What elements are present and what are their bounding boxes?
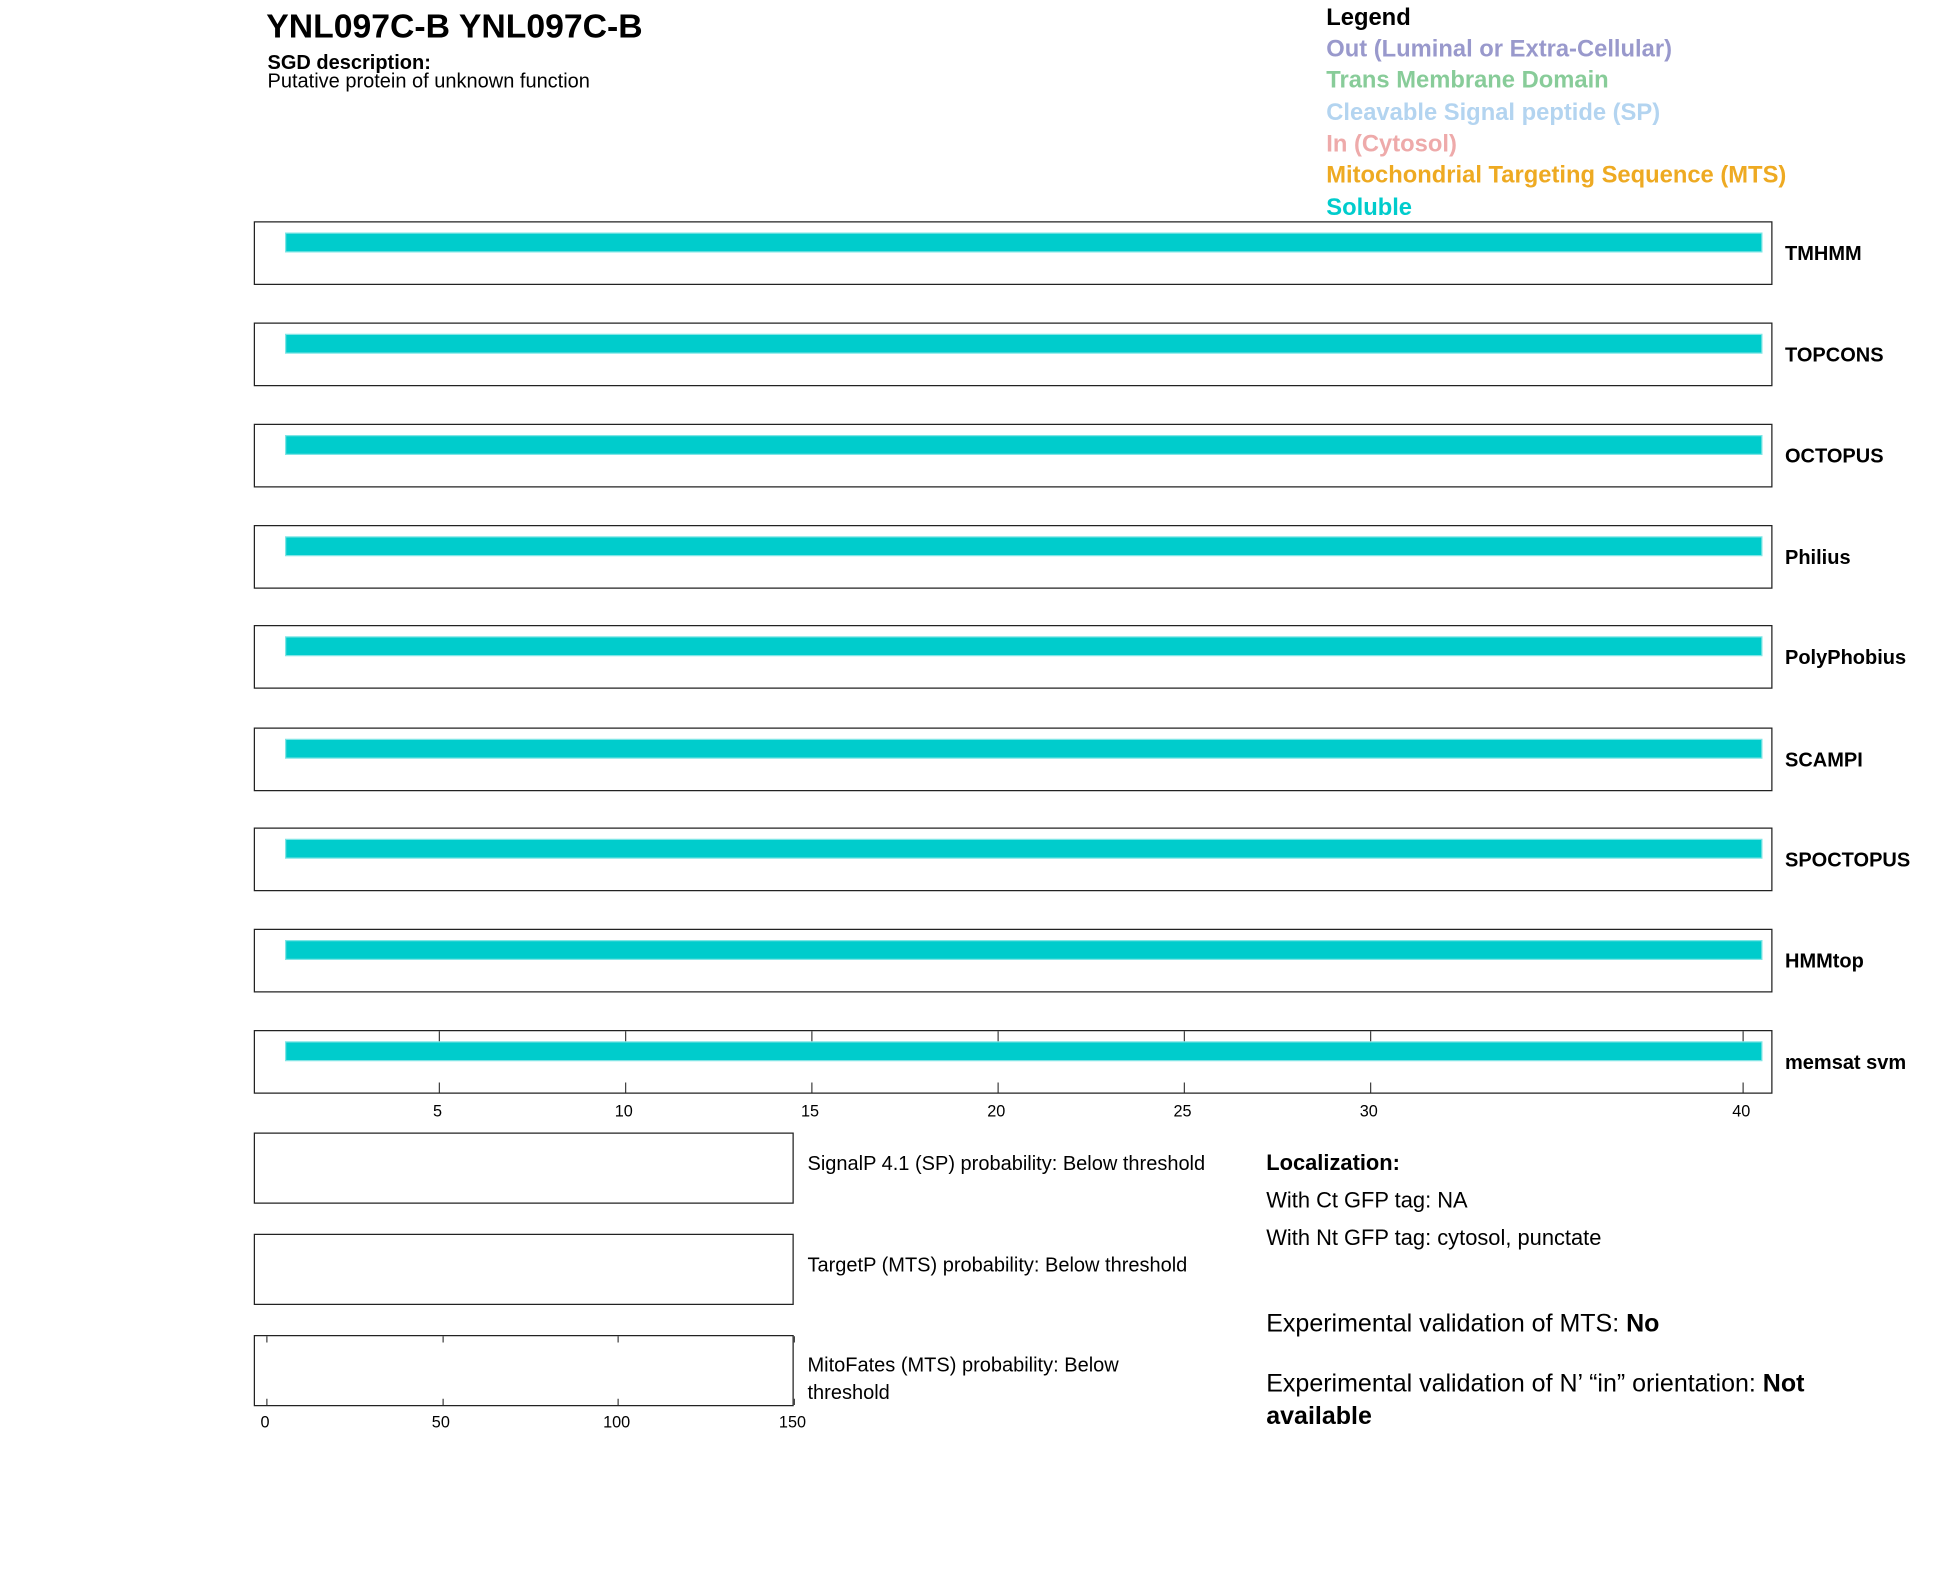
x-tick-label: 100 <box>603 1412 631 1432</box>
x-tick <box>617 1398 620 1405</box>
x-tick <box>442 1398 444 1405</box>
x-tick-label: 50 <box>431 1412 450 1432</box>
legend-item: Out (Luminal or Extra-Cellular) <box>1326 36 1672 63</box>
track-label: HMMtop <box>1785 951 1864 973</box>
x-tick <box>266 1398 268 1405</box>
x-tick <box>625 1031 627 1042</box>
localization-title: Localization: <box>1266 1150 1400 1175</box>
x-tick <box>617 1336 620 1343</box>
x-tick <box>793 1398 795 1405</box>
probability-label: TargetP (MTS) probability: Below thresho… <box>807 1255 1188 1277</box>
track-panel <box>253 322 1773 387</box>
segment-bar-soluble <box>286 840 1762 858</box>
x-tick-label: 25 <box>1173 1101 1192 1120</box>
sgd-description-text: Putative protein of unknown function <box>267 71 590 93</box>
track-panel <box>253 423 1773 488</box>
probability-panel <box>253 1132 794 1204</box>
x-tick-label: 0 <box>260 1412 270 1432</box>
track-label: SCAMPI <box>1785 750 1863 772</box>
probability-label: MitoFates (MTS) probability: Below thres… <box>807 1355 1119 1404</box>
x-tick-label: 150 <box>778 1412 807 1432</box>
x-tick <box>1370 1082 1372 1093</box>
segment-bar-soluble <box>286 740 1762 758</box>
validation-mts: Experimental validation of MTS: No <box>1266 1308 1866 1341</box>
x-tick-label: 10 <box>614 1101 633 1120</box>
segment-bar-soluble <box>286 335 1762 353</box>
x-tick <box>811 1031 813 1042</box>
track-label: TMHMM <box>1785 243 1862 265</box>
localization-nt: With Nt GFP tag: cytosol, punctate <box>1266 1225 1602 1250</box>
probability-label: SignalP 4.1 (SP) probability: Below thre… <box>807 1153 1206 1175</box>
validation-nin-label: Experimental validation of N’ “in” orien… <box>1266 1370 1763 1398</box>
x-tick <box>1742 1031 1744 1042</box>
x-tick <box>266 1336 268 1343</box>
x-tick <box>793 1336 795 1343</box>
x-tick <box>1183 1031 1185 1042</box>
x-tick-label: 20 <box>987 1101 1006 1120</box>
x-tick-label: 30 <box>1359 1101 1378 1120</box>
legend-item: Cleavable Signal peptide (SP) <box>1326 99 1661 126</box>
segment-bar-soluble <box>286 941 1762 959</box>
sgd-description-label: SGD description: <box>267 52 431 74</box>
track-label: SPOCTOPUS <box>1785 850 1911 872</box>
legend-title: Legend <box>1326 5 1411 32</box>
localization-ct: With Ct GFP tag: NA <box>1266 1187 1468 1213</box>
validation-mts-value: No <box>1626 1310 1660 1338</box>
segment-bar-soluble <box>286 436 1762 454</box>
track-label: TOPCONS <box>1785 345 1884 367</box>
x-tick <box>438 1082 440 1093</box>
x-tick-label: 5 <box>432 1101 443 1120</box>
probability-panel <box>253 1233 794 1305</box>
track-panel <box>253 625 1773 689</box>
x-tick-label: 15 <box>800 1101 820 1120</box>
track-panel <box>253 525 1773 589</box>
legend-item: In (Cytosol) <box>1326 131 1457 158</box>
track-panel <box>253 928 1773 993</box>
x-tick <box>997 1082 999 1093</box>
track-panel <box>253 727 1773 792</box>
validation-nin-value: Not available <box>1266 1370 1805 1430</box>
track-label: Philius <box>1785 547 1851 569</box>
track-panel <box>253 221 1773 285</box>
x-tick <box>811 1082 813 1093</box>
x-tick <box>1370 1031 1372 1042</box>
validation-mts-label: Experimental validation of MTS: <box>1266 1310 1627 1338</box>
x-tick <box>438 1031 440 1042</box>
x-tick <box>1183 1082 1185 1093</box>
segment-bar-soluble <box>286 637 1762 655</box>
x-tick <box>1742 1082 1744 1093</box>
x-tick <box>442 1336 444 1343</box>
segment-bar-soluble <box>286 537 1762 555</box>
x-tick <box>997 1031 999 1042</box>
legend-item: Trans Membrane Domain <box>1326 67 1609 95</box>
track-label: memsat svm <box>1785 1052 1907 1074</box>
legend-item: Mitochondrial Targeting Sequence (MTS) <box>1326 162 1787 189</box>
page-title: YNL097C-B YNL097C-B <box>266 7 643 46</box>
legend-item: Soluble <box>1326 194 1413 221</box>
track-panel <box>253 827 1773 892</box>
track-label: OCTOPUS <box>1785 446 1884 468</box>
track-panel <box>253 1030 1773 1094</box>
probability-panel <box>253 1335 795 1407</box>
segment-bar-soluble <box>286 1042 1762 1060</box>
x-tick-label: 40 <box>1732 1101 1751 1120</box>
track-label: PolyPhobius <box>1785 647 1907 669</box>
validation-nin: Experimental validation of N’ “in” orien… <box>1266 1368 1866 1433</box>
x-tick <box>625 1082 627 1093</box>
segment-bar-soluble <box>286 233 1762 252</box>
